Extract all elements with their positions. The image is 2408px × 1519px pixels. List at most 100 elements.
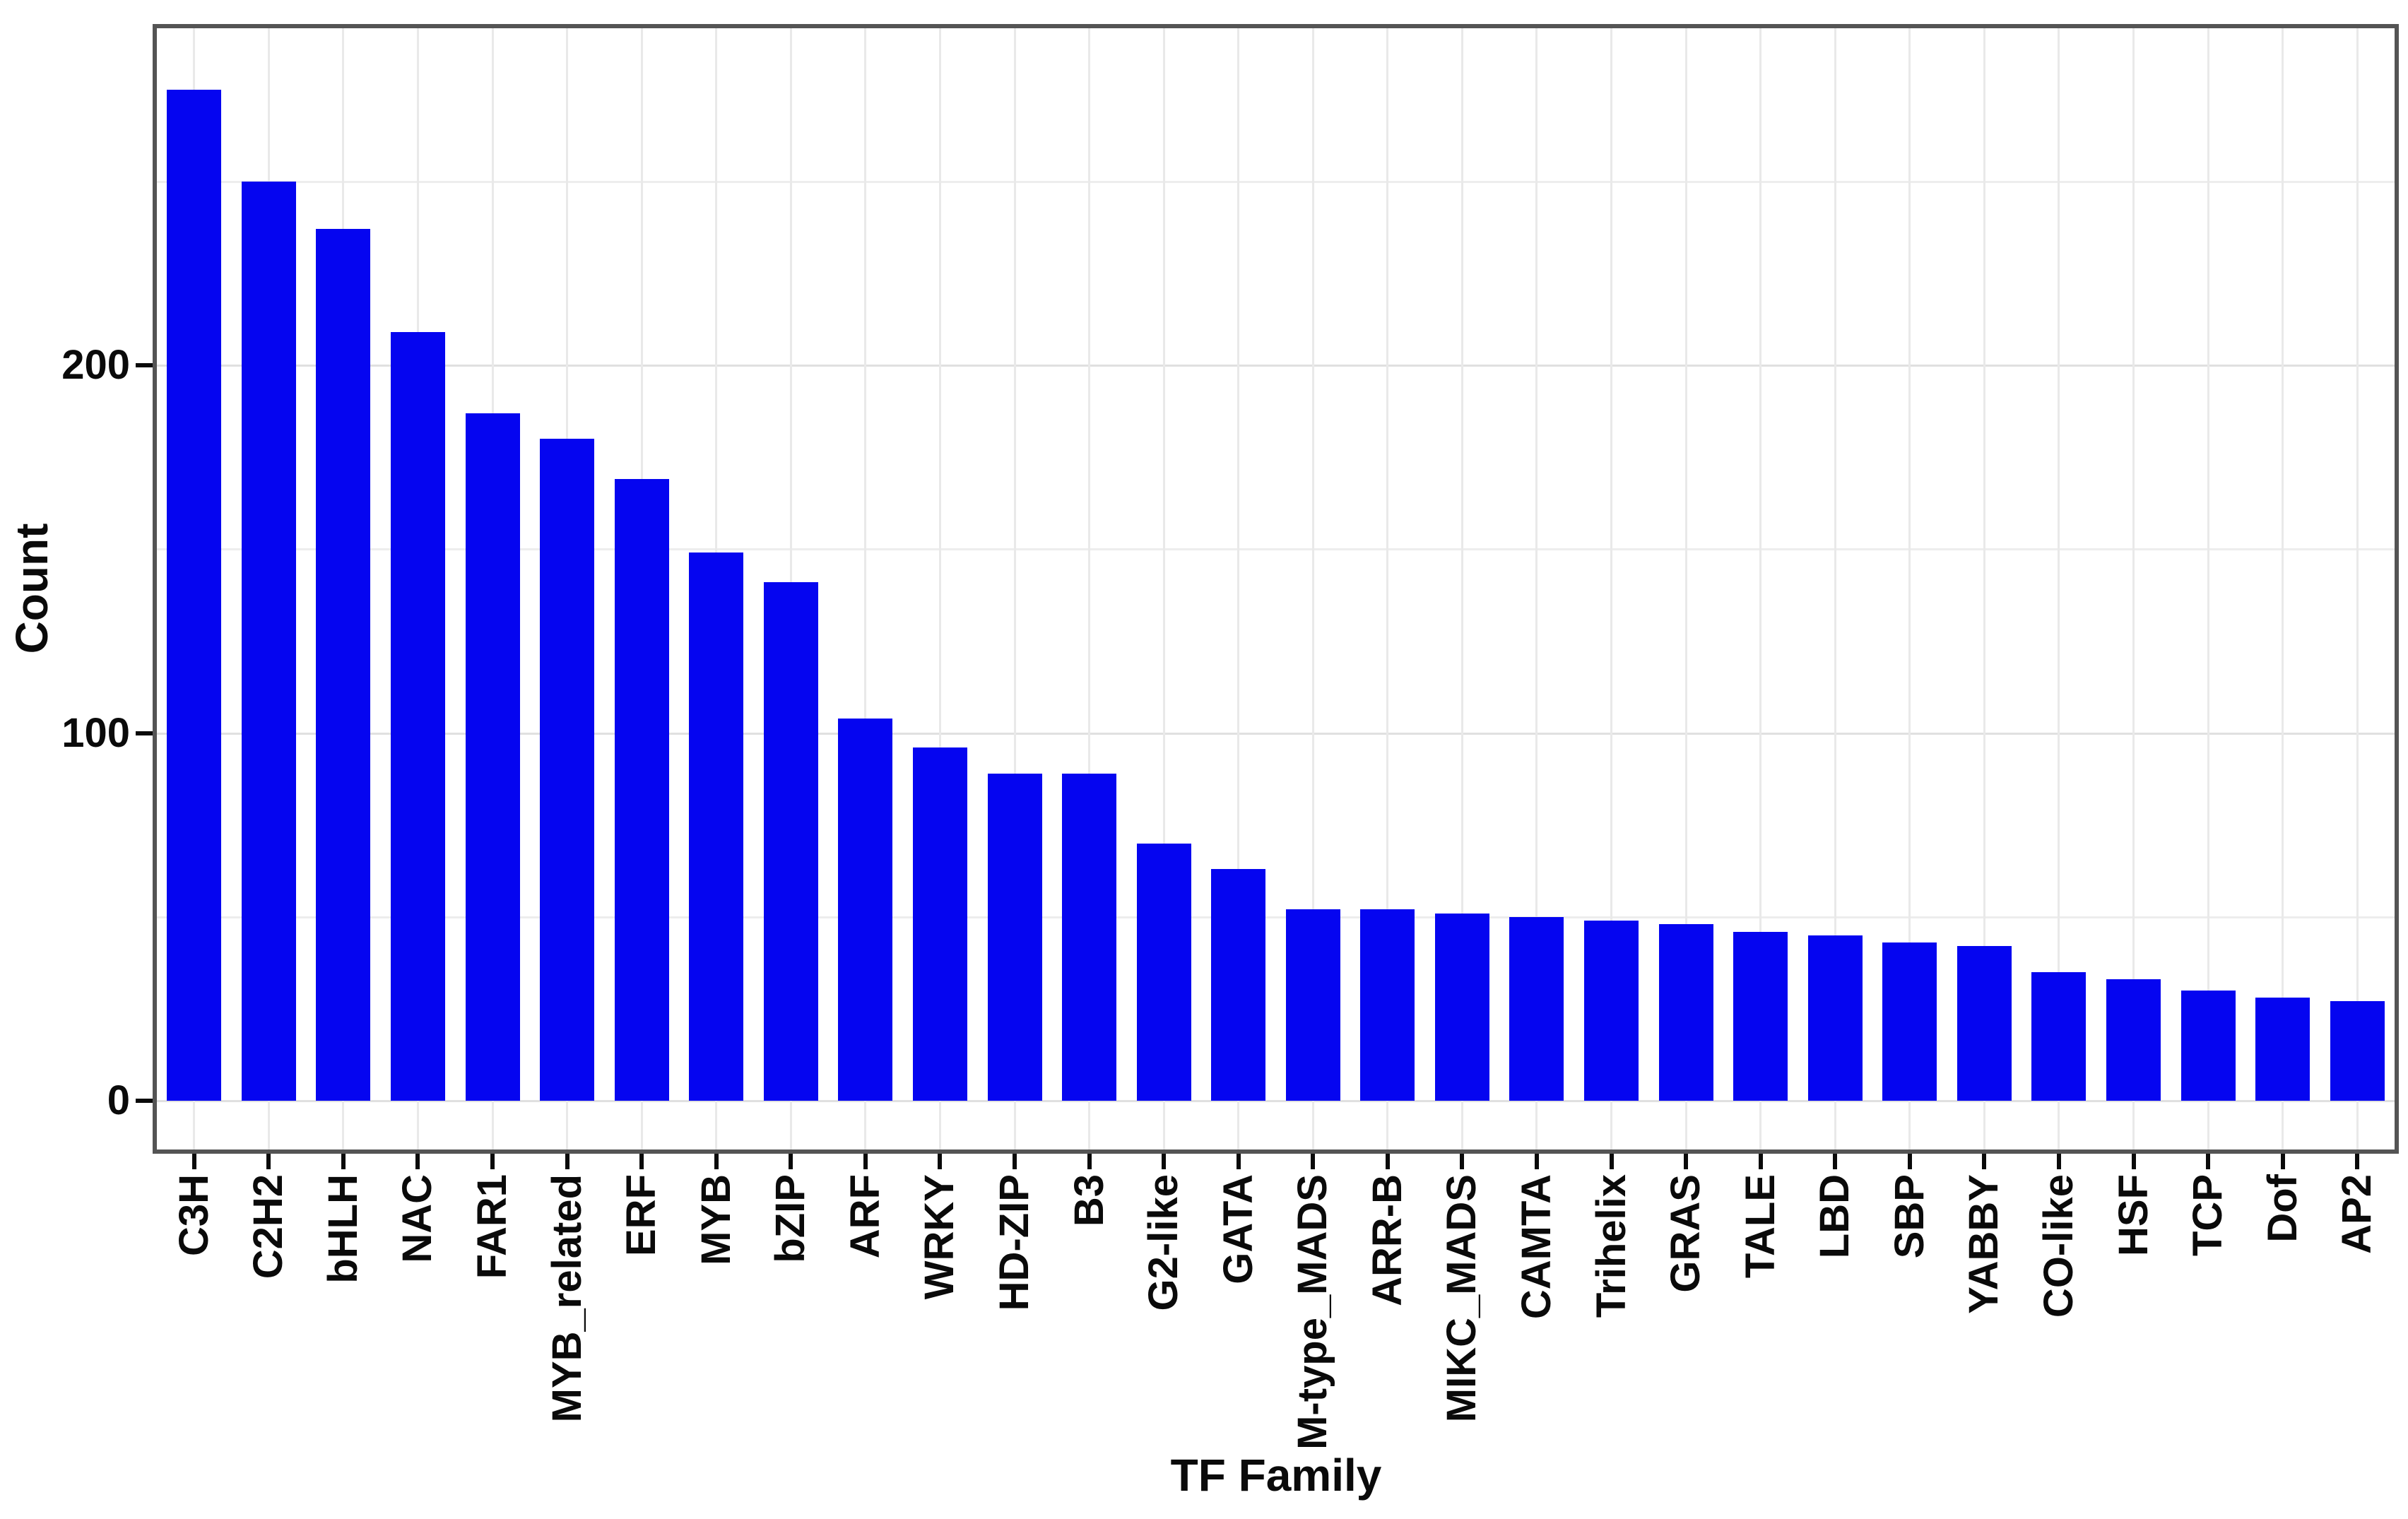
x-tick-label-ERF: ERF (618, 1174, 665, 1256)
gridline-vertical (1237, 28, 1240, 1149)
x-axis-tick (2206, 1154, 2211, 1169)
bar-C3H (167, 89, 222, 1101)
x-axis-tick (1907, 1154, 1912, 1169)
x-axis-tick (1162, 1154, 1167, 1169)
x-tick-label-CAMTA: CAMTA (1513, 1174, 1559, 1320)
x-axis-tick (1758, 1154, 1763, 1169)
x-axis-tick (1833, 1154, 1838, 1169)
bar-SBP (1882, 942, 1937, 1101)
x-axis-tick (191, 1154, 196, 1169)
gridline-vertical (1684, 28, 1687, 1149)
gridline-horizontal (157, 180, 2395, 183)
bar-HD-ZIP (987, 773, 1042, 1101)
x-tick-label-GRAS: GRAS (1663, 1174, 1709, 1293)
x-axis-tick (863, 1154, 868, 1169)
bar-WRKY (912, 747, 967, 1101)
x-tick-label-YABBY: YABBY (1961, 1174, 2007, 1314)
bar-TALE (1733, 931, 1788, 1101)
plot-panel (153, 24, 2399, 1154)
x-axis-tick (639, 1154, 644, 1169)
x-tick-label-Trihelix: Trihelix (1588, 1174, 1634, 1318)
bar-AP2 (2330, 1001, 2385, 1101)
bar-Dof (2255, 998, 2310, 1101)
x-tick-label-bZIP: bZIP (767, 1174, 814, 1263)
x-tick-label-G2-like: G2-like (1140, 1174, 1187, 1311)
gridline-vertical (1983, 28, 1985, 1149)
x-axis-tick (341, 1154, 346, 1169)
y-axis-tick (136, 731, 153, 735)
x-axis-tick (490, 1154, 495, 1169)
x-tick-label-MYB_related: MYB_related (543, 1174, 590, 1423)
bar-ARR-B (1360, 909, 1415, 1101)
x-axis-title: TF Family (1170, 1450, 1382, 1501)
bar-C2H2 (241, 181, 296, 1101)
x-axis-tick (1982, 1154, 1987, 1169)
bar-YABBY (1956, 946, 2012, 1101)
x-tick-label-C3H: C3H (170, 1174, 217, 1257)
x-axis-tick (1311, 1154, 1316, 1169)
gridline-vertical (2356, 28, 2359, 1149)
x-tick-label-NAC: NAC (394, 1174, 441, 1263)
bar-NAC (390, 332, 445, 1101)
x-axis-tick (2131, 1154, 2136, 1169)
gridline-vertical (2058, 28, 2060, 1149)
x-tick-label-C2H2: C2H2 (245, 1174, 292, 1279)
x-axis-tick (565, 1154, 569, 1169)
bar-Trihelix (1584, 920, 1639, 1101)
bar-MYB (689, 552, 744, 1101)
x-tick-label-LBD: LBD (1812, 1174, 1858, 1259)
y-axis-tick (136, 363, 153, 367)
gridline-vertical (938, 28, 941, 1149)
gridline-vertical (1311, 28, 1314, 1149)
bar-ERF (614, 479, 669, 1101)
x-axis-tick (1087, 1154, 1092, 1169)
gridline-vertical (1386, 28, 1389, 1149)
x-axis-tick (2280, 1154, 2285, 1169)
bar-bHLH (316, 229, 371, 1101)
x-tick-label-Dof: Dof (2259, 1174, 2306, 1243)
gridline-vertical (1759, 28, 1762, 1149)
x-axis-tick (1013, 1154, 1017, 1169)
gridline-vertical (1460, 28, 1463, 1149)
gridline-vertical (1013, 28, 1016, 1149)
x-tick-label-GATA: GATA (1215, 1174, 1261, 1284)
bar-ARF (838, 718, 893, 1101)
bar-CO-like (2031, 971, 2087, 1101)
bar-TCP (2180, 990, 2236, 1101)
bar-G2-like (1136, 843, 1191, 1101)
bar-GRAS (1658, 924, 1713, 1101)
x-tick-label-HD-ZIP: HD-ZIP (991, 1174, 1038, 1311)
gridline-horizontal (157, 365, 2395, 367)
y-tick-label: 100 (61, 709, 130, 756)
gridline-vertical (1535, 28, 1538, 1149)
x-tick-label-ARF: ARF (842, 1174, 888, 1259)
x-axis-tick (714, 1154, 719, 1169)
bar-CAMTA (1509, 916, 1564, 1101)
x-tick-label-FAR1: FAR1 (469, 1174, 516, 1279)
x-tick-label-TALE: TALE (1737, 1174, 1783, 1279)
x-tick-label-SBP: SBP (1886, 1174, 1932, 1259)
bar-MYB_related (540, 439, 595, 1101)
y-axis-tick (136, 1099, 153, 1103)
x-axis-tick (266, 1154, 271, 1169)
bar-GATA (1211, 869, 1266, 1101)
x-axis-tick (1684, 1154, 1689, 1169)
gridline-vertical (2282, 28, 2284, 1149)
gridline-vertical (1162, 28, 1165, 1149)
y-tick-label: 0 (107, 1077, 130, 1123)
x-axis-tick (1609, 1154, 1614, 1169)
y-axis-title: Count (6, 523, 57, 654)
x-tick-label-TCP: TCP (2185, 1174, 2231, 1256)
x-tick-label-WRKY: WRKY (916, 1174, 963, 1300)
bar-B3 (1062, 773, 1117, 1101)
gridline-vertical (864, 28, 867, 1149)
x-tick-label-bHLH: bHLH (319, 1174, 366, 1284)
x-axis-tick (415, 1154, 420, 1169)
gridline-horizontal (157, 1100, 2395, 1102)
x-axis-tick (1460, 1154, 1465, 1169)
bar-LBD (1807, 935, 1863, 1101)
x-tick-label-M-type_MADS: M-type_MADS (1289, 1174, 1336, 1450)
gridline-horizontal (157, 548, 2395, 551)
gridline-vertical (1610, 28, 1613, 1149)
